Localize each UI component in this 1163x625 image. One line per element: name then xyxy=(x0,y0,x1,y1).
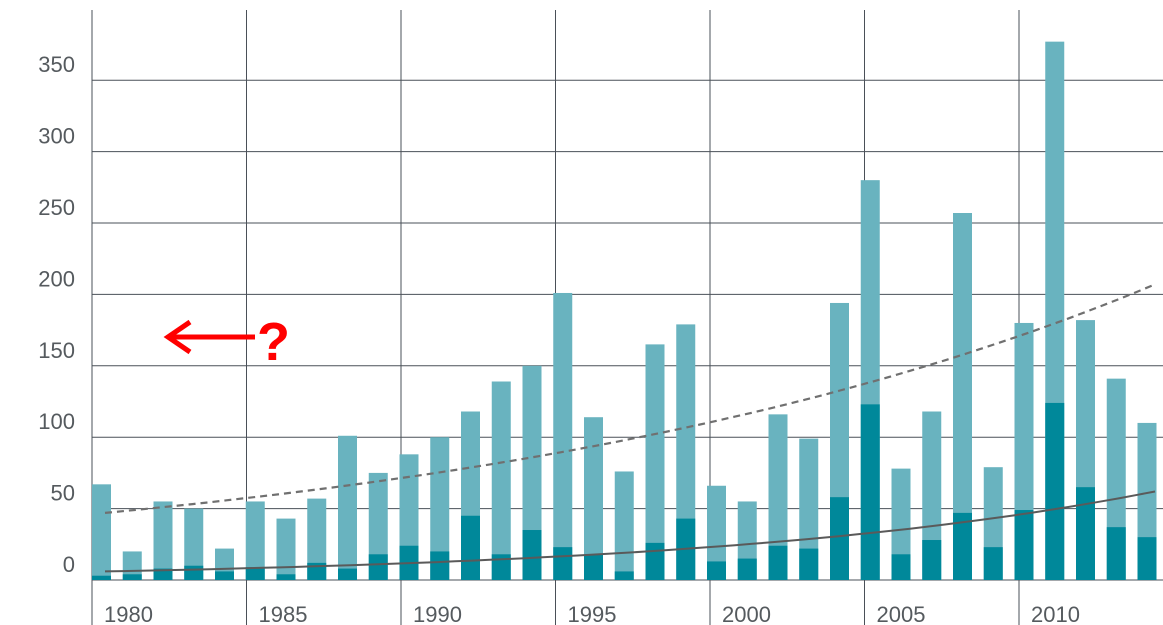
bar-subset xyxy=(1014,510,1034,580)
bar-subset xyxy=(553,547,573,580)
bar-subset xyxy=(922,540,942,580)
bar-total xyxy=(307,498,327,580)
bar-total xyxy=(891,468,911,580)
y-tick-label: 250 xyxy=(38,195,75,220)
bar-subset xyxy=(122,574,142,580)
bar-subset xyxy=(768,545,788,580)
bar-subset xyxy=(215,571,234,580)
bar-total xyxy=(676,324,696,580)
x-axis-ticks: 1980 1985 1990 1995 2000 2005 2010 xyxy=(91,580,1080,625)
bar-subset xyxy=(614,571,634,580)
bar-total xyxy=(953,213,972,580)
bar-total xyxy=(522,365,542,580)
bar-total xyxy=(430,437,450,580)
bar-subset xyxy=(245,567,265,580)
bar-total xyxy=(122,551,142,580)
bar-subset xyxy=(1106,527,1126,580)
x-tick-label: 2000 xyxy=(722,602,771,625)
bar-subset xyxy=(1137,537,1157,580)
bar-subset xyxy=(184,565,204,580)
horizontal-gridlines xyxy=(92,79,1163,581)
bar-subset xyxy=(276,574,296,580)
bar-subset xyxy=(830,497,849,580)
x-tick-label: 1990 xyxy=(413,602,462,625)
bar-subset xyxy=(1045,402,1065,580)
bars xyxy=(92,41,1157,581)
bar-subset xyxy=(430,551,450,580)
bar-total xyxy=(707,485,726,580)
bar-total xyxy=(184,508,204,580)
y-tick-label: 150 xyxy=(38,338,75,363)
bar-total xyxy=(368,472,388,580)
bar-total xyxy=(553,292,573,580)
y-tick-label: 100 xyxy=(38,409,75,434)
y-tick-label: 50 xyxy=(51,481,75,506)
y-tick-label: 0 xyxy=(63,552,75,577)
bar-subset xyxy=(1076,487,1095,580)
bar-subset xyxy=(983,547,1003,580)
bar-total xyxy=(245,501,265,580)
x-tick-label: 2005 xyxy=(877,602,926,625)
bar-subset xyxy=(891,554,911,580)
bar-total xyxy=(276,518,296,580)
x-tick-label: 1985 xyxy=(259,602,308,625)
bar-total xyxy=(153,501,173,580)
bar-total xyxy=(922,411,942,580)
bar-subset xyxy=(92,575,111,580)
y-axis-ticks: 0 50 100 150 200 250 300 350 xyxy=(38,52,75,577)
bar-subset xyxy=(799,548,819,580)
bar-total xyxy=(338,435,357,580)
annotation-arrow-head xyxy=(163,319,192,355)
bar-subset xyxy=(953,512,972,580)
bar-total xyxy=(92,484,111,580)
bar-subset xyxy=(584,554,603,580)
y-tick-label: 300 xyxy=(38,124,75,149)
bar-subset xyxy=(707,561,726,580)
bar-total xyxy=(614,471,634,580)
bar-subset xyxy=(461,515,480,580)
bar-total xyxy=(768,414,788,580)
bar-subset xyxy=(522,530,542,580)
y-tick-label: 200 xyxy=(38,266,75,291)
x-tick-label: 1980 xyxy=(104,602,153,625)
bar-total xyxy=(799,438,819,580)
annotation: ? xyxy=(163,312,290,372)
bar-total xyxy=(645,344,665,580)
trend-line-dashed xyxy=(104,283,1156,514)
y-tick-label: 350 xyxy=(38,52,75,77)
bar-total xyxy=(491,381,511,580)
bar-subset xyxy=(737,558,757,580)
bar-subset xyxy=(491,554,511,580)
bar-subset xyxy=(338,568,357,580)
trend-line-solid xyxy=(104,490,1156,573)
trend-lines xyxy=(104,283,1156,573)
bar-subset xyxy=(153,568,173,580)
x-tick-label: 1995 xyxy=(568,602,617,625)
bar-subset xyxy=(860,404,880,580)
bar-subset xyxy=(645,542,665,580)
annotation-question-mark: ? xyxy=(257,312,290,372)
x-tick-label: 2010 xyxy=(1031,602,1080,625)
bar-subset xyxy=(368,554,388,580)
bar-total xyxy=(584,417,603,580)
